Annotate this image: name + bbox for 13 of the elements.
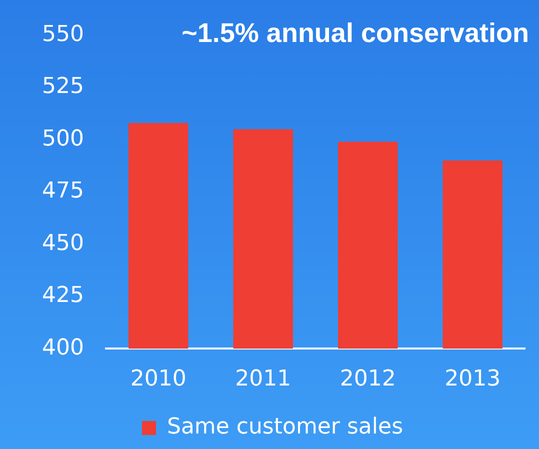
- y-tick-label: 425: [42, 283, 84, 308]
- x-tick-label: 2010: [130, 366, 186, 392]
- legend-label: Same customer sales: [166, 414, 404, 440]
- y-tick-label: 400: [42, 335, 84, 360]
- y-tick-label: 550: [42, 22, 84, 47]
- y-tick-label: 500: [42, 126, 84, 152]
- y-tick-label: 450: [42, 230, 84, 256]
- x-tick-label: 2012: [340, 366, 396, 392]
- x-tick-label: 2011: [235, 366, 292, 392]
- chart-title: ~1.5% annual conservation: [182, 18, 529, 48]
- x-tick-label: 2013: [444, 366, 501, 392]
- y-tick-label: 475: [42, 178, 84, 204]
- y-tick-label: 525: [42, 74, 84, 100]
